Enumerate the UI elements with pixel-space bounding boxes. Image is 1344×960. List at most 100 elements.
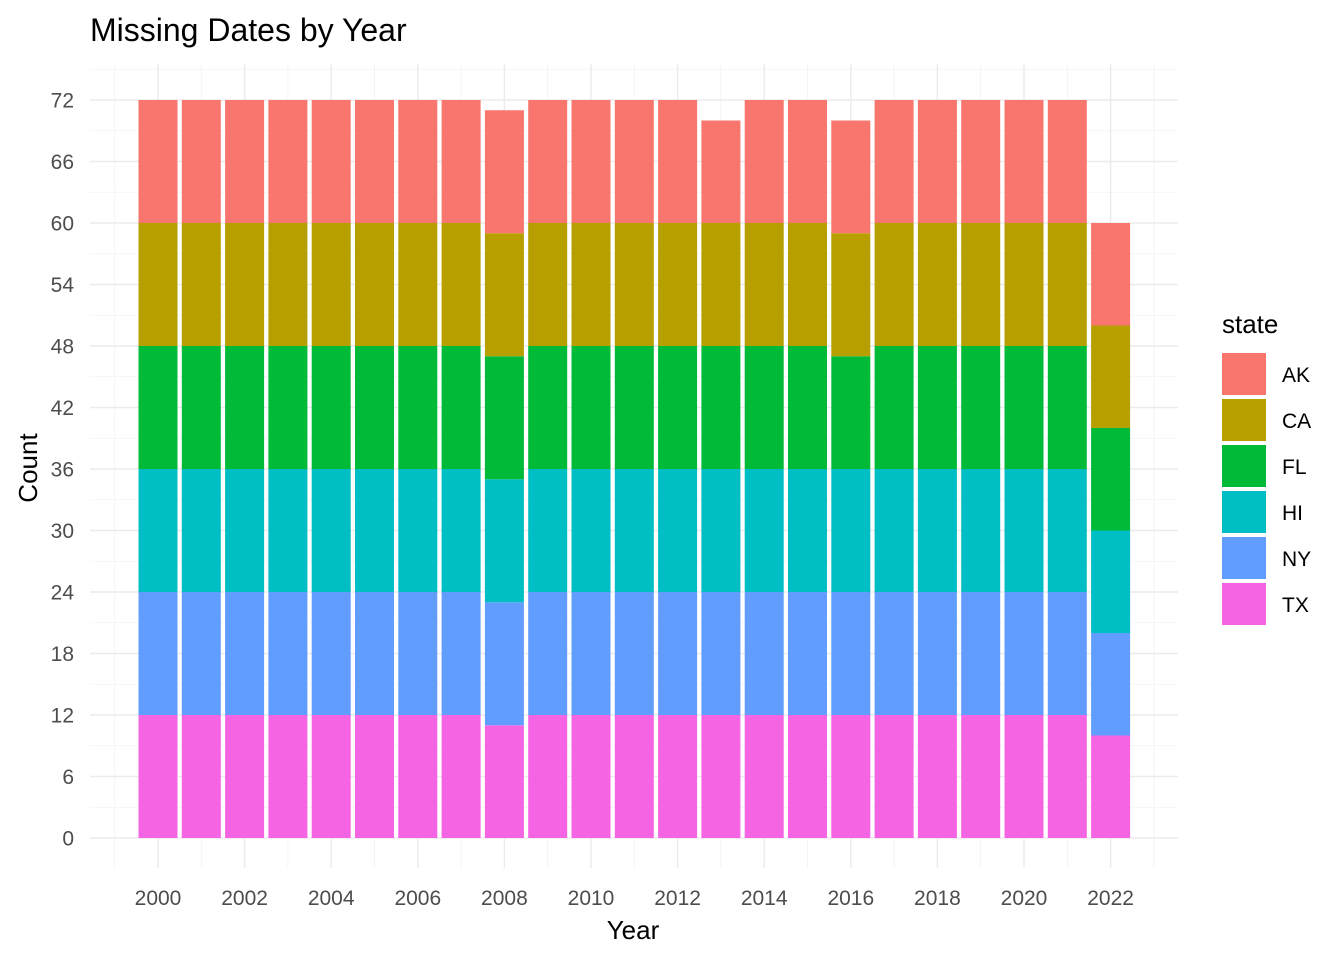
bar-segment-ny-2013	[701, 592, 741, 715]
bar-segment-ny-2004	[311, 592, 351, 715]
y-tick-label: 66	[51, 151, 74, 174]
legend-key-ak	[1222, 353, 1266, 395]
x-tick-label: 2020	[1001, 887, 1048, 910]
y-axis-title: Count	[13, 433, 43, 503]
bar-segment-ak-2022	[1091, 223, 1131, 326]
bar-segment-ny-2014	[744, 592, 784, 715]
bar-segment-ny-2008	[484, 602, 524, 726]
bar-segment-ca-2000	[138, 223, 178, 346]
bar-segment-tx-2002	[225, 715, 265, 838]
legend-label-tx: TX	[1282, 594, 1309, 617]
bar-segment-ak-2006	[398, 100, 438, 223]
bar-segment-ny-2005	[355, 592, 394, 715]
bar-segment-hi-2020	[1004, 469, 1044, 592]
bar-segment-ak-2010	[571, 100, 611, 223]
x-tick-label: 2000	[135, 887, 182, 910]
bar-segment-tx-2020	[1004, 715, 1044, 838]
bar-segment-ak-2003	[268, 100, 308, 223]
bar-segment-ny-2010	[571, 592, 611, 715]
bar-segment-tx-2013	[701, 715, 741, 838]
bar-segment-fl-2011	[614, 346, 654, 469]
bar-segment-fl-2022	[1091, 428, 1131, 531]
x-tick-label: 2022	[1087, 887, 1134, 910]
bar-segment-fl-2014	[744, 346, 784, 469]
bar-segment-ak-2018	[917, 100, 957, 223]
bar-segment-ca-2011	[614, 223, 654, 346]
y-tick-label: 18	[51, 643, 74, 666]
bar-segment-fl-2013	[701, 346, 741, 469]
bar-segment-fl-2000	[138, 346, 178, 469]
chart-title: Missing Dates by Year	[90, 12, 407, 48]
bar-segment-tx-2009	[528, 715, 568, 838]
bar-segment-ca-2020	[1004, 223, 1044, 346]
bar-segment-tx-2010	[571, 715, 611, 838]
bar-segment-ak-2005	[355, 100, 394, 223]
x-tick-label: 2012	[654, 887, 701, 910]
legend-key-ca	[1222, 399, 1266, 441]
bar-segment-fl-2002	[225, 346, 265, 469]
y-tick-label: 0	[62, 828, 74, 851]
y-tick-label: 60	[51, 213, 74, 236]
bar-segment-fl-2010	[571, 346, 611, 469]
y-tick-label: 12	[51, 705, 74, 728]
bar-segment-hi-2016	[831, 469, 871, 592]
bar-segment-ny-2015	[788, 592, 827, 715]
bar-segment-ca-2021	[1047, 223, 1087, 346]
bar-segment-fl-2006	[398, 346, 438, 469]
legend-title: state	[1222, 309, 1278, 339]
bar-segment-fl-2016	[831, 356, 871, 469]
bar-segment-tx-2000	[138, 715, 178, 838]
bar-segment-ca-2009	[528, 223, 568, 346]
x-tick-label: 2016	[827, 887, 874, 910]
y-tick-label: 48	[51, 336, 74, 359]
bar-segment-fl-2003	[268, 346, 308, 469]
bar-segment-ca-2014	[744, 223, 784, 346]
x-tick-label: 2002	[221, 887, 268, 910]
bar-segment-hi-2015	[788, 469, 827, 592]
x-tick-label: 2014	[741, 887, 788, 910]
bar-segment-fl-2007	[441, 346, 481, 469]
legend-key-ny	[1222, 537, 1266, 579]
y-axis-tick-labels: 0 6 12 18 24 30 36 42 48 54 60 66 72	[51, 90, 75, 851]
y-tick-label: 54	[51, 274, 75, 297]
bar-segment-fl-2020	[1004, 346, 1044, 469]
bar-segment-ak-2013	[701, 120, 741, 223]
bar-segment-ny-2021	[1047, 592, 1087, 715]
bar-segment-ak-2000	[138, 100, 178, 223]
y-tick-label: 30	[51, 520, 74, 543]
bar-segment-fl-2001	[181, 346, 221, 469]
legend-key-hi	[1222, 491, 1266, 533]
bar-segment-hi-2004	[311, 469, 351, 592]
bar-segment-ny-2018	[917, 592, 957, 715]
bars	[138, 100, 1131, 838]
bar-segment-ny-2007	[441, 592, 481, 715]
x-tick-label: 2004	[308, 887, 355, 910]
bar-segment-tx-2011	[614, 715, 654, 838]
bar-segment-hi-2022	[1091, 530, 1131, 633]
bar-segment-hi-2010	[571, 469, 611, 592]
bar-segment-hi-2005	[355, 469, 394, 592]
bar-segment-ny-2020	[1004, 592, 1044, 715]
bar-segment-ak-2021	[1047, 100, 1087, 223]
bar-segment-ak-2016	[831, 120, 871, 234]
bar-segment-ny-2012	[658, 592, 698, 715]
bar-segment-ca-2012	[658, 223, 698, 346]
bar-segment-ca-2018	[917, 223, 957, 346]
bar-segment-ak-2008	[484, 110, 524, 234]
x-tick-label: 2010	[568, 887, 615, 910]
bar-segment-hi-2008	[484, 479, 524, 603]
bar-segment-ak-2020	[1004, 100, 1044, 223]
bar-segment-ny-2011	[614, 592, 654, 715]
bar-segment-ak-2015	[788, 100, 827, 223]
bar-segment-hi-2002	[225, 469, 265, 592]
bar-segment-ny-2001	[181, 592, 221, 715]
bar-segment-ca-2015	[788, 223, 827, 346]
x-axis-title: Year	[607, 915, 660, 945]
bar-segment-ak-2002	[225, 100, 265, 223]
bar-segment-ca-2003	[268, 223, 308, 346]
legend-key-tx	[1222, 583, 1266, 625]
bar-segment-tx-2005	[355, 715, 394, 838]
bar-segment-tx-2004	[311, 715, 351, 838]
bar-segment-hi-2013	[701, 469, 741, 592]
